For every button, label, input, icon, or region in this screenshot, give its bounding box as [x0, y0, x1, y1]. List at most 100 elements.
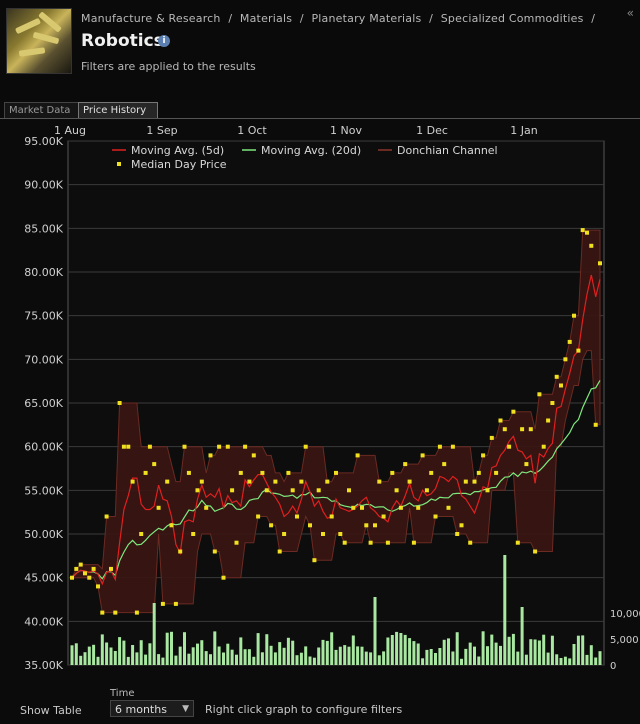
volume-bar	[382, 651, 386, 665]
median-day-price-point	[528, 427, 533, 432]
volume-bar	[421, 658, 425, 665]
median-day-price-point	[126, 444, 131, 449]
volume-bar	[79, 655, 83, 665]
median-day-price-point	[269, 523, 274, 528]
median-day-price-point	[277, 549, 282, 554]
y-tick-label: 35.00K	[24, 659, 63, 672]
median-day-price-point	[472, 479, 477, 484]
breadcrumb-link[interactable]: Materials	[239, 12, 293, 25]
volume-bar	[92, 644, 96, 665]
breadcrumb-link[interactable]: Specialized Commodities	[440, 12, 584, 25]
y-tick-label: 90.00K	[24, 179, 63, 192]
median-day-price-point	[321, 532, 325, 536]
median-day-price-point	[338, 532, 343, 536]
median-day-price-point	[234, 540, 239, 545]
median-day-price-point	[312, 558, 317, 563]
volume-bar	[351, 635, 355, 665]
volume-bar	[408, 638, 412, 665]
median-day-price-point	[96, 584, 100, 589]
collapse-icon[interactable]: «	[626, 6, 634, 20]
volume-bar	[589, 645, 593, 665]
median-day-price-point	[468, 540, 473, 545]
legend-label: Moving Avg. (5d)	[131, 144, 224, 157]
volume-bar	[109, 647, 113, 665]
tab-market-data[interactable]: Market Data	[4, 102, 80, 119]
volume-tick-label: 0	[610, 661, 616, 672]
median-day-price-point	[437, 444, 442, 449]
median-day-price-point	[533, 549, 538, 554]
y-tick-label: 40.00K	[24, 615, 63, 628]
volume-bar	[152, 603, 156, 665]
median-day-price-point	[243, 444, 248, 449]
volume-bar	[213, 631, 217, 665]
info-icon[interactable]: i	[158, 35, 170, 47]
volume-bar	[438, 648, 442, 665]
show-table-toggle[interactable]: Show Table	[20, 704, 82, 717]
median-day-price-point	[195, 488, 200, 493]
median-day-price-point	[221, 575, 226, 580]
volume-bar	[304, 646, 308, 665]
volume-bar	[204, 651, 208, 665]
volume-bar	[273, 652, 277, 665]
breadcrumb-link[interactable]: Manufacture & Research	[81, 12, 221, 25]
volume-bar	[148, 643, 152, 665]
median-day-price-point	[485, 488, 490, 493]
median-day-price-point	[282, 532, 287, 536]
median-day-price-point	[152, 462, 157, 467]
volume-bar	[399, 633, 403, 665]
volume-tick-label: 10,000	[610, 609, 640, 620]
volume-bar	[559, 658, 563, 665]
volume-bar	[403, 634, 407, 665]
median-day-price-point	[295, 514, 299, 519]
filters-note: Filters are applied to the results	[81, 60, 256, 73]
median-day-price-point	[355, 453, 360, 458]
median-day-price-point	[260, 470, 265, 475]
volume-bar	[477, 656, 481, 665]
median-day-price-point	[411, 540, 416, 545]
volume-bar	[386, 637, 390, 665]
footer-bar: Show Table Time 6 months ▼ Right click g…	[0, 684, 640, 724]
y-tick-label: 45.00K	[24, 572, 63, 585]
volume-bar	[364, 651, 368, 665]
y-tick-label: 85.00K	[24, 222, 63, 235]
volume-bar	[265, 634, 269, 665]
volume-bar	[503, 555, 507, 665]
volume-bar	[312, 657, 316, 665]
volume-bar	[373, 597, 377, 665]
volume-tick-label: 5,000	[610, 635, 639, 646]
median-day-price-point	[247, 479, 252, 484]
volume-bar	[576, 635, 580, 665]
volume-bar	[338, 646, 342, 665]
median-day-price-point	[204, 505, 209, 510]
volume-bar	[70, 645, 74, 665]
volume-bar	[511, 633, 515, 665]
median-day-price-point	[502, 427, 507, 432]
price-history-chart[interactable]: 1 Aug 1 Sep 1 Oct 1 Nov 1 Dec 1 Jan 95.00K 90.0…	[0, 119, 640, 685]
time-range-select[interactable]: 6 months ▼	[110, 700, 194, 717]
median-day-price-point	[78, 562, 83, 567]
volume-bar	[369, 652, 373, 665]
median-day-price-point	[407, 479, 412, 484]
legend-label: Moving Avg. (20d)	[261, 144, 361, 157]
volume-bar	[96, 656, 100, 665]
volume-bar	[460, 658, 463, 665]
volume-bar	[252, 656, 256, 665]
median-day-price-point	[511, 409, 516, 414]
robotics-item-icon[interactable]	[6, 8, 72, 74]
median-day-price-point	[199, 479, 204, 484]
volume-bar	[416, 643, 420, 665]
volume-bar	[87, 646, 91, 665]
volume-bar	[196, 643, 199, 665]
volume-bar	[217, 646, 221, 665]
median-day-price-point	[550, 401, 555, 405]
median-day-price-point	[109, 566, 113, 571]
tab-price-history[interactable]: Price History	[78, 102, 158, 119]
breadcrumb-link[interactable]: Planetary Materials	[311, 12, 422, 25]
volume-bar	[494, 642, 498, 665]
volume-bar	[520, 607, 524, 665]
volume-bar	[334, 649, 338, 665]
volume-bar	[118, 637, 122, 665]
chart-legend: Moving Avg. (5d) Moving Avg. (20d) Donchia…	[112, 144, 498, 171]
median-day-price-point	[100, 610, 105, 615]
median-day-price-point	[567, 339, 572, 344]
